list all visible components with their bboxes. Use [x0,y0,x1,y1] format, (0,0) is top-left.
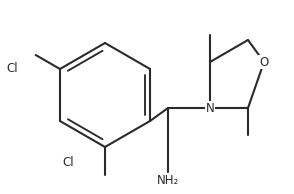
Text: O: O [259,55,269,68]
Text: N: N [206,101,214,114]
Text: NH₂: NH₂ [157,173,179,186]
Text: Cl: Cl [6,61,18,74]
Text: Cl: Cl [62,156,74,169]
